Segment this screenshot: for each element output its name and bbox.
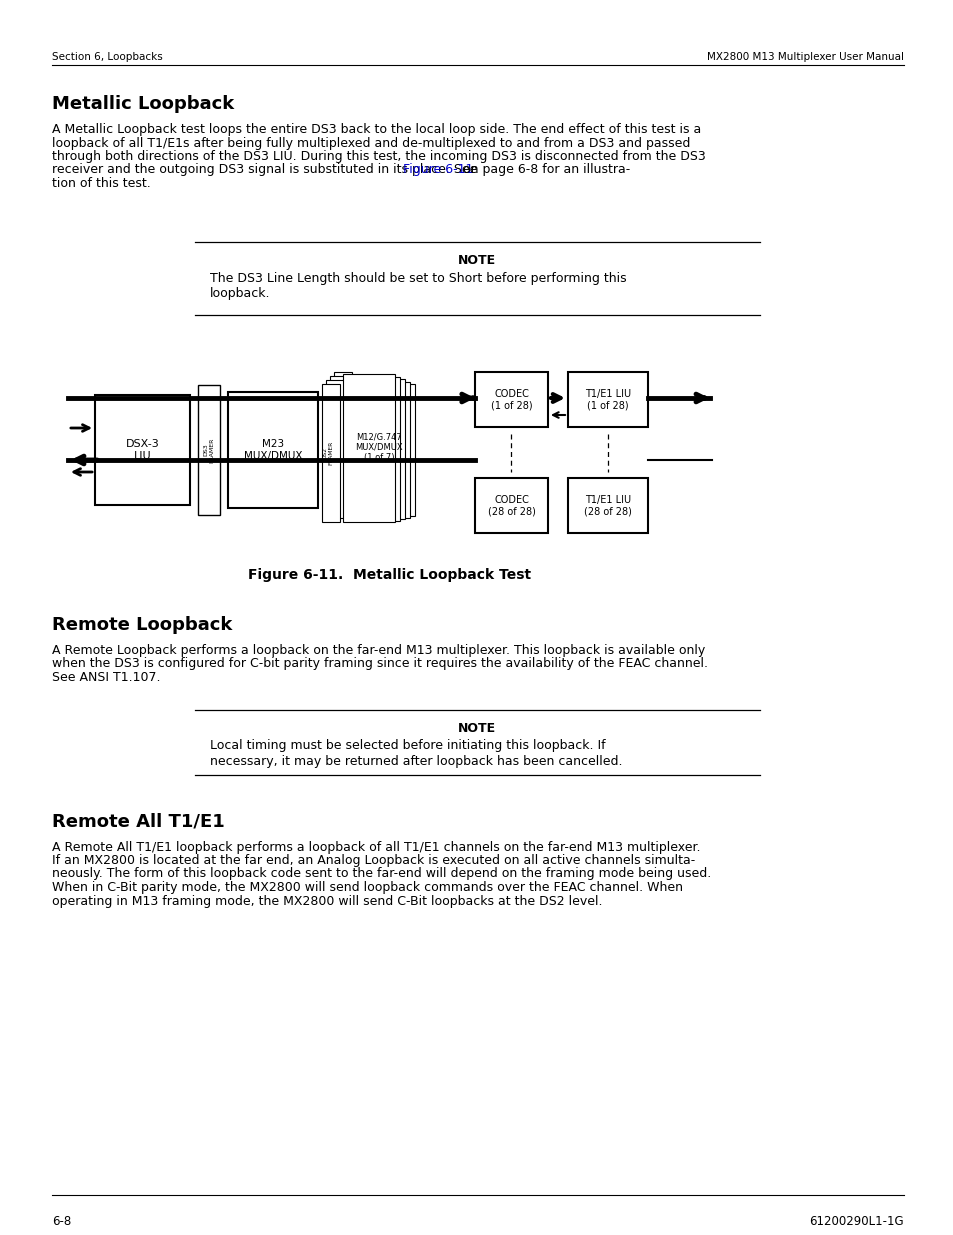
Bar <box>567 478 647 534</box>
Text: Local timing must be selected before initiating this loopback. If: Local timing must be selected before ini… <box>210 740 605 752</box>
Text: Figure 6-11: Figure 6-11 <box>403 163 474 177</box>
Bar <box>343 374 395 522</box>
Bar <box>475 372 547 427</box>
Text: Metallic Loopback: Metallic Loopback <box>52 95 234 112</box>
Text: DS2
FRAMER: DS2 FRAMER <box>322 441 333 466</box>
Bar <box>353 379 405 519</box>
Text: neously. The form of this loopback code sent to the far-end will depend on the f: neously. The form of this loopback code … <box>52 867 711 881</box>
Text: 61200290L1-1G: 61200290L1-1G <box>808 1215 903 1228</box>
Bar <box>475 478 547 534</box>
Bar <box>330 375 348 514</box>
Bar <box>95 395 190 505</box>
Text: MX2800 M13 Multiplexer User Manual: MX2800 M13 Multiplexer User Manual <box>706 52 903 62</box>
Text: receiver and the outgoing DS3 signal is substituted in its place. See: receiver and the outgoing DS3 signal is … <box>52 163 481 177</box>
Text: operating in M13 framing mode, the MX2800 will send C-Bit loopbacks at the DS2 l: operating in M13 framing mode, the MX280… <box>52 894 602 908</box>
Text: Figure 6-11.  Metallic Loopback Test: Figure 6-11. Metallic Loopback Test <box>248 568 531 582</box>
Text: DS3
FRAMER: DS3 FRAMER <box>203 437 214 463</box>
Text: Section 6, Loopbacks: Section 6, Loopbacks <box>52 52 163 62</box>
Text: T1/E1 LIU
(28 of 28): T1/E1 LIU (28 of 28) <box>583 495 631 516</box>
Text: when the DS3 is configured for C-bit parity framing since it requires the availa: when the DS3 is configured for C-bit par… <box>52 657 707 671</box>
Bar <box>363 384 415 516</box>
Bar <box>348 377 399 520</box>
Text: A Remote Loopback performs a loopback on the far-end M13 multiplexer. This loopb: A Remote Loopback performs a loopback on… <box>52 643 704 657</box>
Text: If an MX2800 is located at the far end, an Analog Loopback is executed on all ac: If an MX2800 is located at the far end, … <box>52 853 695 867</box>
Bar <box>326 380 344 517</box>
Text: T1/E1 LIU
(1 of 28): T1/E1 LIU (1 of 28) <box>584 389 630 410</box>
Text: CODEC
(1 of 28): CODEC (1 of 28) <box>490 389 532 410</box>
Bar <box>322 384 339 522</box>
Text: Remote Loopback: Remote Loopback <box>52 616 233 634</box>
Bar <box>228 391 317 508</box>
Text: Remote All T1/E1: Remote All T1/E1 <box>52 813 225 830</box>
Text: loopback of all T1/E1s after being fully multiplexed and de-multiplexed to and f: loopback of all T1/E1s after being fully… <box>52 137 690 149</box>
Text: 6-8: 6-8 <box>52 1215 71 1228</box>
Text: DSX-3
LIU: DSX-3 LIU <box>126 440 159 461</box>
Text: CODEC
(28 of 28): CODEC (28 of 28) <box>487 495 535 516</box>
Text: When in C-Bit parity mode, the MX2800 will send loopback commands over the FEAC : When in C-Bit parity mode, the MX2800 wi… <box>52 881 682 894</box>
Bar <box>567 372 647 427</box>
Text: M23
MUX/DMUX: M23 MUX/DMUX <box>244 440 302 461</box>
Text: See ANSI T1.107.: See ANSI T1.107. <box>52 671 160 684</box>
Text: A Metallic Loopback test loops the entire DS3 back to the local loop side. The e: A Metallic Loopback test loops the entir… <box>52 124 700 136</box>
Text: necessary, it may be returned after loopback has been cancelled.: necessary, it may be returned after loop… <box>210 755 622 767</box>
Text: NOTE: NOTE <box>457 254 496 267</box>
Text: loopback.: loopback. <box>210 287 271 300</box>
Text: A Remote All T1/E1 loopback performs a loopback of all T1/E1 channels on the far: A Remote All T1/E1 loopback performs a l… <box>52 841 700 853</box>
Bar <box>334 372 352 510</box>
Text: The DS3 Line Length should be set to Short before performing this: The DS3 Line Length should be set to Sho… <box>210 272 626 285</box>
Text: NOTE: NOTE <box>457 721 496 735</box>
Text: through both directions of the DS3 LIU. During this test, the incoming DS3 is di: through both directions of the DS3 LIU. … <box>52 149 705 163</box>
Text: tion of this test.: tion of this test. <box>52 177 151 190</box>
Bar <box>198 385 220 515</box>
Bar <box>357 382 410 517</box>
Text: M12/G.747
MUX/DMUX
(1 of 7): M12/G.747 MUX/DMUX (1 of 7) <box>355 432 402 462</box>
Text: on page 6-8 for an illustra-: on page 6-8 for an illustra- <box>458 163 629 177</box>
